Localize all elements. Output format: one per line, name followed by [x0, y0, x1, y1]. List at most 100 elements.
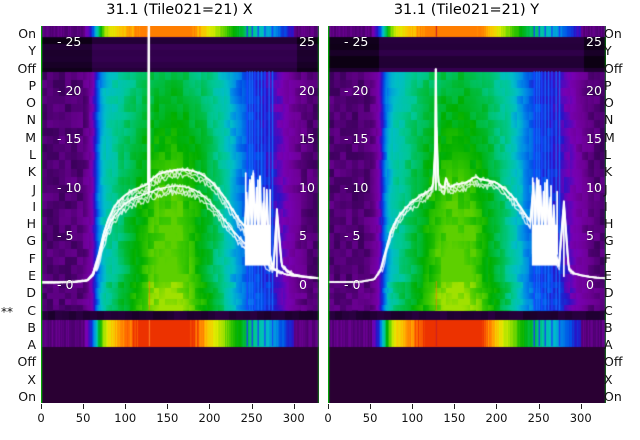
x-tick-label-300: 300 — [569, 411, 592, 425]
y-tick-label-rp-5: - 5 — [344, 228, 361, 244]
category-label-left-20: X — [27, 371, 36, 387]
y-tick-label-right-25-1: 25 — [586, 34, 602, 49]
category-label-left-18: A — [27, 337, 36, 353]
x-tick-label-100: 100 — [114, 411, 137, 425]
y-tick-label-0: - 0 — [57, 277, 74, 292]
x-tick-label-0: 0 — [37, 411, 45, 425]
x-tick-mark-250 — [251, 404, 253, 409]
x-tick-label-200: 200 — [198, 411, 221, 425]
y-tick-label-20: - 20 — [57, 82, 82, 98]
category-label-left-1: Y — [28, 43, 36, 59]
category-label-right-6: M — [604, 129, 615, 145]
y-tick-label-15: - 15 — [57, 131, 82, 147]
category-label-right-4: O — [604, 95, 614, 111]
x-tick-mark-150 — [454, 404, 456, 409]
y-tick-label-right-25-0: 25 — [299, 34, 315, 49]
heatmap-panel-y[interactable] — [328, 26, 606, 403]
y-tick-label-10: - 10 — [57, 179, 82, 195]
y-tick-label-right-5-1: 5 — [586, 228, 594, 244]
x-tick-label-100: 100 — [401, 411, 424, 425]
y-tick-label-rp-25: - 25 — [344, 34, 369, 49]
category-label-left-8: K — [27, 164, 36, 180]
panel-title-x: 31.1 (Tile021=21) X — [106, 2, 253, 18]
y-tick-label-rp-0: - 0 — [344, 277, 361, 292]
x-tick-mark-300 — [293, 404, 295, 409]
category-label-right-18: A — [604, 337, 613, 353]
x-tick-mark-50 — [370, 404, 372, 409]
x-tick-label-150: 150 — [156, 411, 179, 425]
y-tick-label-right-15-1: 15 — [586, 131, 602, 147]
x-tick-mark-200 — [209, 404, 211, 409]
category-label-left-15: D — [26, 285, 36, 301]
x-tick-mark-150 — [167, 404, 169, 409]
x-tick-label-50: 50 — [362, 411, 378, 425]
y-tick-label-5: - 5 — [57, 228, 74, 244]
x-tick-label-200: 200 — [485, 411, 508, 425]
category-label-left-7: L — [29, 147, 36, 162]
category-label-left-3: P — [28, 77, 36, 93]
y-tick-label-right-10-0: 10 — [299, 179, 315, 195]
category-label-right-14: E — [604, 268, 612, 283]
x-tick-mark-0 — [41, 404, 42, 409]
category-label-right-21: On — [604, 389, 622, 404]
category-label-right-20: X — [604, 371, 613, 387]
category-label-left-19: Off — [17, 354, 36, 370]
y-tick-label-right-0-0: 0 — [299, 277, 307, 292]
category-label-left-5: N — [26, 112, 36, 128]
x-tick-label-150: 150 — [443, 411, 466, 425]
category-label-left-16: C — [27, 302, 36, 318]
x-tick-label-250: 250 — [527, 411, 550, 425]
category-label-left-17: B — [27, 319, 36, 335]
y-tick-label-right-5-0: 5 — [299, 228, 307, 244]
category-label-left-2: Off — [17, 60, 36, 76]
category-label-right-10: I — [604, 198, 608, 214]
category-label-right-17: B — [604, 319, 613, 335]
x-tick-mark-0 — [328, 404, 329, 409]
x-tick-label-300: 300 — [282, 411, 305, 425]
left-category-axis: On Y Off P O N M L K J I H G F E D C ** B A Off X On — [0, 0, 40, 440]
category-label-right-12: G — [604, 233, 614, 249]
category-label-left-21: On — [18, 389, 36, 404]
category-label-left-10: I — [32, 198, 36, 214]
y-tick-label-right-0-1: 0 — [586, 277, 594, 292]
category-label-right-1: Y — [604, 43, 612, 59]
right-category-axis: On Y Off P O N M L K J I H G F E D C B A Off X On — [600, 0, 640, 440]
category-label-right-15: D — [604, 285, 614, 301]
category-label-left-9: J — [32, 181, 36, 197]
x-tick-mark-300 — [580, 404, 582, 409]
x-axis-left: 0 50 100 150 200 250 300 — [37, 404, 319, 438]
y-tick-label-25: - 25 — [57, 34, 82, 49]
y-tick-label-rp-20: - 20 — [344, 82, 369, 98]
x-tick-mark-250 — [538, 404, 540, 409]
x-tick-mark-200 — [496, 404, 498, 409]
heatmap-panel-x[interactable] — [41, 26, 319, 403]
category-label-right-3: P — [604, 77, 612, 93]
category-label-right-5: N — [604, 112, 614, 128]
y-tick-label-right-10-1: 10 — [586, 179, 602, 195]
category-label-right-19: Off — [604, 354, 623, 370]
x-axis-right: 0 50 100 150 200 250 300 — [324, 404, 606, 438]
y-tick-label-right-20-0: 20 — [299, 82, 315, 98]
x-tick-mark-50 — [83, 404, 85, 409]
y-tick-label-right-20-1: 20 — [586, 82, 602, 98]
x-tick-mark-100 — [125, 404, 127, 409]
category-label-left-0: On — [18, 26, 36, 41]
y-tick-label-rp-15: - 15 — [344, 131, 369, 147]
category-label-right-13: F — [604, 250, 612, 266]
category-label-left-12: G — [26, 233, 36, 249]
panel-title-y: 31.1 (Tile021=21) Y — [393, 2, 540, 18]
y-tick-label-right-15-0: 15 — [299, 131, 315, 147]
category-label-right-16: C — [604, 302, 613, 318]
category-label-right-8: K — [604, 164, 613, 180]
x-tick-mark-100 — [412, 404, 414, 409]
y-tick-label-rp-10: - 10 — [344, 179, 369, 195]
category-label-left-6: M — [25, 129, 36, 145]
category-label-right-9: J — [604, 181, 608, 197]
category-label-right-2: Off — [604, 60, 623, 76]
category-label-right-11: H — [604, 216, 614, 232]
category-label-right-0: On — [604, 26, 622, 41]
category-label-left-11: H — [26, 216, 36, 232]
heatmap-canvas-y — [328, 26, 606, 403]
category-label-left-13: F — [28, 250, 36, 266]
